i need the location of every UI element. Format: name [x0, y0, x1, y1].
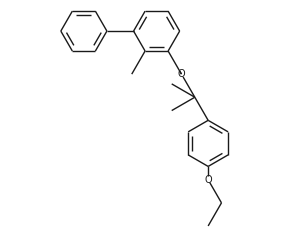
Text: O: O	[178, 69, 185, 79]
Text: O: O	[204, 175, 212, 185]
